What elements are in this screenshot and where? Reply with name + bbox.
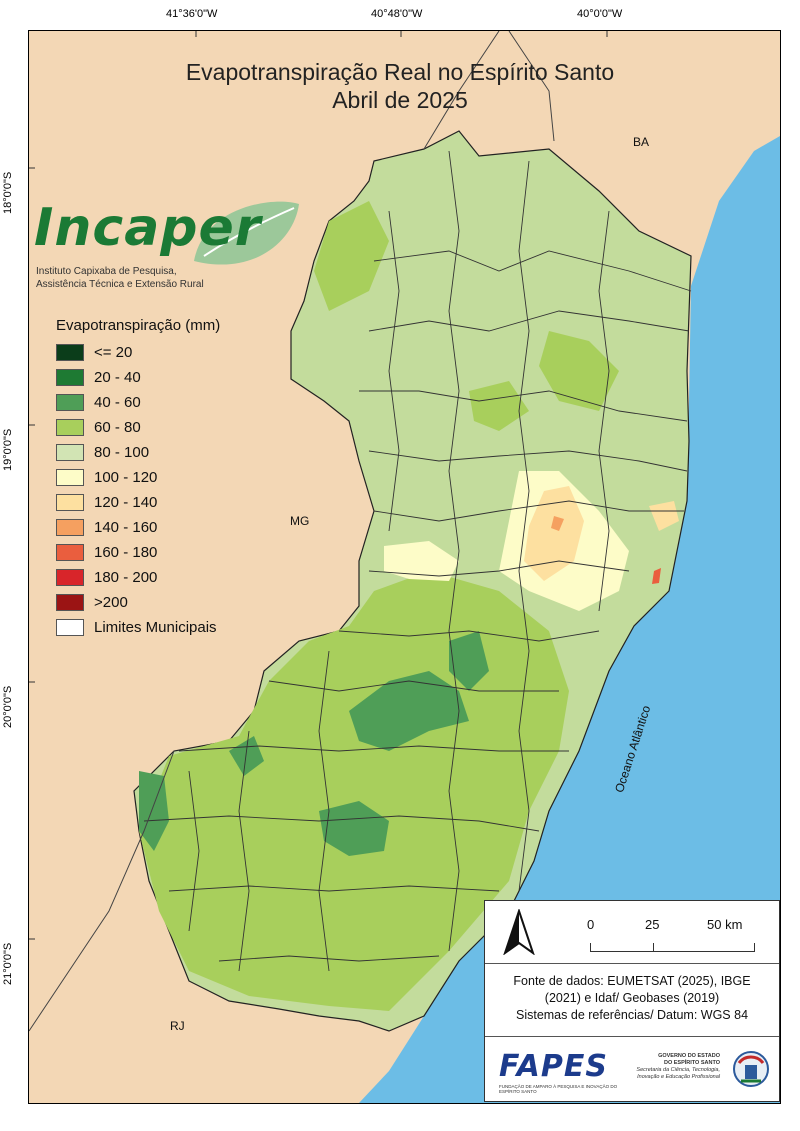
lat-label-3: 20°0'0"S bbox=[2, 685, 14, 728]
legend-item: 100 - 120 bbox=[56, 465, 220, 490]
map-title-line2: Abril de 2025 bbox=[332, 87, 468, 113]
legend-swatch bbox=[56, 469, 84, 486]
legend-rows: <= 20 20 - 40 40 - 60 60 - 80 80 - 100 100 - … bbox=[56, 340, 220, 640]
map-title: Evapotranspiração Real no Espírito Santo… bbox=[0, 58, 800, 114]
legend-swatch bbox=[56, 519, 84, 536]
legend-item: 140 - 160 bbox=[56, 515, 220, 540]
legend-item: 180 - 200 bbox=[56, 565, 220, 590]
state-borders bbox=[29, 31, 555, 1032]
legend-label: 100 - 120 bbox=[94, 469, 158, 486]
map-frame bbox=[28, 30, 781, 1104]
region-label-rj: RJ bbox=[170, 1019, 185, 1033]
logo-wordmark: Incaper bbox=[34, 198, 261, 258]
map-canvas bbox=[29, 31, 780, 1103]
leaf-icon bbox=[194, 201, 299, 265]
region-label-ba: BA bbox=[633, 135, 650, 149]
lon-label-3: 40°0'0"W bbox=[577, 8, 623, 20]
fapes-logo: FAPES FUNDAÇÃO DE AMPARO À PESQUISA E IN… bbox=[499, 1049, 619, 1094]
legend-label: 120 - 140 bbox=[94, 494, 158, 511]
gov-line-1: GOVERNO DO ESTADO bbox=[658, 1053, 720, 1059]
legend-label: <= 20 bbox=[94, 344, 133, 361]
legend-item: 160 - 180 bbox=[56, 540, 220, 565]
et-zones bbox=[139, 201, 679, 1011]
fapes-wordmark: FAPES bbox=[499, 1049, 608, 1084]
info-box: 0 25 50 km Fonte de dados: EUMETSAT (202… bbox=[484, 900, 780, 1102]
lon-label-1: 41°36'0"W bbox=[166, 8, 218, 20]
legend-swatch bbox=[56, 619, 84, 636]
legend-item: 80 - 100 bbox=[56, 440, 220, 465]
legend-swatch bbox=[56, 419, 84, 436]
gov-line-2: DO ESPÍRITO SANTO bbox=[663, 1060, 720, 1066]
legend-label: Limites Municipais bbox=[94, 619, 217, 636]
logo-subtitle-2: Assistência Técnica e Extensão Rural bbox=[36, 279, 204, 290]
legend-label: >200 bbox=[94, 594, 128, 611]
municipal-boundaries bbox=[143, 150, 692, 972]
legend-swatch bbox=[56, 569, 84, 586]
fapes-subtitle: FUNDAÇÃO DE AMPARO À PESQUISA E INOVAÇÃO… bbox=[499, 1084, 618, 1094]
north-arrow-icon bbox=[503, 909, 535, 955]
gov-line-4: Inovação e Educação Profissional bbox=[637, 1074, 720, 1080]
logo-subtitle-1: Instituto Capixaba de Pesquisa, bbox=[36, 266, 177, 277]
legend-label: 140 - 160 bbox=[94, 519, 158, 536]
scale-label-50: 50 km bbox=[707, 917, 743, 932]
legend-swatch bbox=[56, 444, 84, 461]
gov-line-3: Secretaria da Ciência, Tecnologia, bbox=[636, 1067, 720, 1073]
legend-item: >200 bbox=[56, 590, 220, 615]
graticule-ticks bbox=[29, 31, 608, 940]
legend-label: 160 - 180 bbox=[94, 544, 158, 561]
logo-part1: Inca bbox=[34, 198, 161, 258]
region-label-mg: MG bbox=[290, 514, 310, 528]
legend-swatch bbox=[56, 394, 84, 411]
source-line-3: Sistemas de referências/ Datum: WGS 84 bbox=[515, 1008, 749, 1022]
map-title-line1: Evapotranspiração Real no Espírito Santo bbox=[185, 59, 615, 85]
lat-label-1: 18°0'0"S bbox=[2, 171, 14, 214]
legend-swatch bbox=[56, 344, 84, 361]
legend-title: Evapotranspiração (mm) bbox=[56, 317, 221, 334]
incaper-logo: Incaper Instituto Capixaba de Pesquisa, … bbox=[34, 196, 304, 291]
government-text: GOVERNO DO ESTADO DO ESPÍRITO SANTO Secr… bbox=[635, 1053, 720, 1081]
data-source: Fonte de dados: EUMETSAT (2025), IBGE (2… bbox=[485, 963, 779, 1037]
legend-item: <= 20 bbox=[56, 340, 220, 365]
logo-part2: per bbox=[160, 198, 262, 258]
state-seal-icon bbox=[733, 1051, 769, 1087]
ocean-area bbox=[359, 31, 780, 1103]
scale-bar bbox=[590, 943, 755, 952]
legend: Evapotranspiração (mm) <= 20 20 - 40 40 - … bbox=[56, 317, 220, 640]
legend-item: 120 - 140 bbox=[56, 490, 220, 515]
legend-label: 20 - 40 bbox=[94, 369, 141, 386]
legend-swatch bbox=[56, 369, 84, 386]
legend-swatch bbox=[56, 594, 84, 611]
lat-label-4: 21°0'0"S bbox=[2, 942, 14, 985]
source-line-2: (2021) e Idaf/ Geobases (2019) bbox=[544, 991, 720, 1005]
legend-item: Limites Municipais bbox=[56, 615, 220, 640]
legend-item: 60 - 80 bbox=[56, 415, 220, 440]
scale-label-25: 25 bbox=[645, 917, 660, 932]
scale-area: 0 25 50 km bbox=[485, 901, 779, 964]
scale-label-0: 0 bbox=[587, 917, 595, 932]
source-line-1: Fonte de dados: EUMETSAT (2025), IBGE bbox=[513, 974, 751, 988]
legend-label: 60 - 80 bbox=[94, 419, 141, 436]
lon-label-2: 40°48'0"W bbox=[371, 8, 423, 20]
legend-label: 80 - 100 bbox=[94, 444, 150, 461]
legend-item: 20 - 40 bbox=[56, 365, 220, 390]
legend-item: 40 - 60 bbox=[56, 390, 220, 415]
scale-bar-mid-tick bbox=[653, 943, 654, 951]
legend-swatch bbox=[56, 494, 84, 511]
legend-label: 40 - 60 bbox=[94, 394, 141, 411]
legend-swatch bbox=[56, 544, 84, 561]
institution-logos: FAPES FUNDAÇÃO DE AMPARO À PESQUISA E IN… bbox=[485, 1037, 779, 1101]
legend-label: 180 - 200 bbox=[94, 569, 158, 586]
lat-label-2: 19°0'0"S bbox=[2, 428, 14, 471]
